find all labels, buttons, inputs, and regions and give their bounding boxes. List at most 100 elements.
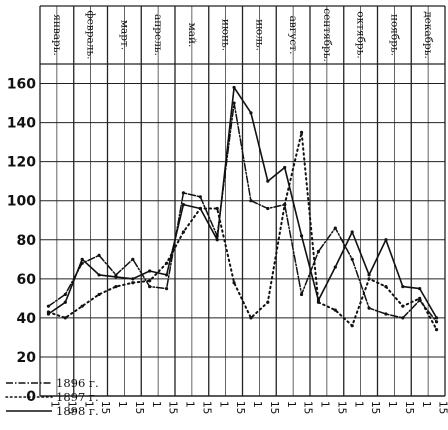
month-label: апрель.: [152, 14, 164, 56]
series-line-1897: [47, 131, 438, 331]
data-point: [333, 265, 337, 269]
data-point: [299, 292, 304, 297]
x-tick-label: 15: [234, 401, 246, 414]
x-tick-label: 1: [420, 401, 432, 408]
month-label: ноябрь.: [388, 14, 400, 56]
y-tick-label: 100: [7, 194, 36, 210]
data-point: [63, 300, 67, 304]
x-tick-label: 15: [369, 401, 381, 414]
data-point: [333, 308, 337, 312]
data-point: [249, 111, 253, 115]
data-point: [198, 195, 202, 199]
legend-item-1898: 1898 г.: [4, 404, 164, 418]
data-point: [316, 249, 321, 254]
data-point: [401, 304, 405, 308]
month-header: январь. февраль. март. апрель. май. июнь. июль…: [51, 8, 434, 62]
month-label: август.: [287, 16, 299, 55]
data-point: [114, 275, 118, 279]
data-point: [266, 179, 270, 183]
y-tick-label: 140: [7, 116, 36, 132]
x-tick-label: 1: [150, 401, 162, 408]
data-point: [97, 292, 101, 297]
data-point: [333, 226, 337, 230]
data-point: [114, 285, 118, 289]
legend-item-1896: 1896 г.: [4, 376, 164, 390]
y-tick-label: 80: [17, 233, 37, 249]
legend-swatch-1898: [6, 410, 52, 412]
x-tick-label: 15: [403, 401, 415, 414]
month-label: май.: [186, 23, 198, 48]
data-point: [401, 285, 405, 289]
x-tick-label: 1: [116, 401, 128, 408]
series-line-1898: [47, 86, 438, 319]
data-point: [249, 316, 253, 320]
month-label: июнь.: [220, 19, 232, 51]
data-point: [97, 253, 101, 257]
series-layer: [46, 85, 439, 332]
legend-label-1898: 1898 г.: [56, 404, 99, 418]
data-point: [164, 261, 169, 265]
data-point: [63, 316, 67, 320]
x-tick-label: 15: [335, 401, 347, 414]
month-label: июль.: [253, 19, 265, 51]
data-point: [131, 257, 135, 261]
data-point: [367, 306, 371, 310]
x-tick-label: 1: [251, 401, 263, 408]
data-point: [350, 324, 354, 328]
x-tick-label: 1: [386, 401, 398, 408]
data-point: [299, 130, 304, 134]
data-point: [181, 230, 186, 234]
series-line-1896: [47, 102, 438, 323]
data-point: [198, 206, 202, 211]
data-point: [434, 316, 439, 320]
data-point: [316, 298, 321, 302]
x-tick-label: 1: [217, 401, 229, 408]
data-point: [148, 269, 152, 273]
month-label: декабрь.: [422, 11, 434, 59]
y-tick-label: 120: [7, 155, 36, 171]
data-point: [164, 273, 169, 277]
month-label: октябрь.: [355, 11, 367, 58]
data-point: [299, 234, 304, 238]
legend: 1896 г. 1897 г. 1898 г.: [4, 376, 164, 418]
data-point: [215, 206, 219, 211]
x-tick-label: 1: [285, 401, 297, 408]
y-tick-label: 160: [7, 77, 36, 93]
data-point: [63, 292, 67, 297]
y-tick-label: 0: [26, 389, 36, 405]
data-point: [384, 238, 388, 242]
y-axis: 0 20 40 60 80 100 120 140 160: [7, 77, 36, 405]
data-point: [80, 304, 84, 308]
x-tick-label: 1: [319, 401, 331, 408]
x-axis: 1 15 1 15 1 15 1 15 1 15 1 15 1 15 1 15 1 15 1 15 1 15 1 15: [49, 401, 448, 414]
data-point: [434, 328, 439, 332]
data-point: [46, 304, 51, 308]
x-tick-label: 1: [184, 401, 196, 408]
data-point: [418, 286, 422, 291]
data-point: [401, 316, 405, 320]
data-point: [384, 312, 388, 316]
data-point: [266, 300, 270, 304]
legend-swatch-1896: [6, 382, 52, 384]
x-tick-label: 15: [200, 401, 212, 414]
data-point: [384, 285, 388, 289]
data-point: [131, 277, 135, 281]
data-point: [80, 257, 84, 261]
y-tick-label: 40: [17, 311, 37, 327]
grid: [39, 5, 446, 397]
data-point: [148, 279, 152, 283]
data-point: [434, 320, 439, 324]
data-point: [249, 199, 253, 203]
data-point: [367, 273, 371, 277]
month-label: сентябрь.: [321, 8, 333, 62]
x-tick-label: 1: [352, 401, 364, 408]
data-point: [283, 203, 287, 207]
data-point: [418, 296, 422, 300]
y-tick-label: 60: [17, 272, 37, 288]
data-point: [148, 285, 152, 289]
data-point: [131, 281, 135, 285]
x-tick-label: 1: [49, 401, 61, 408]
x-tick-label: 15: [437, 401, 448, 414]
x-tick-label: 15: [65, 401, 77, 414]
